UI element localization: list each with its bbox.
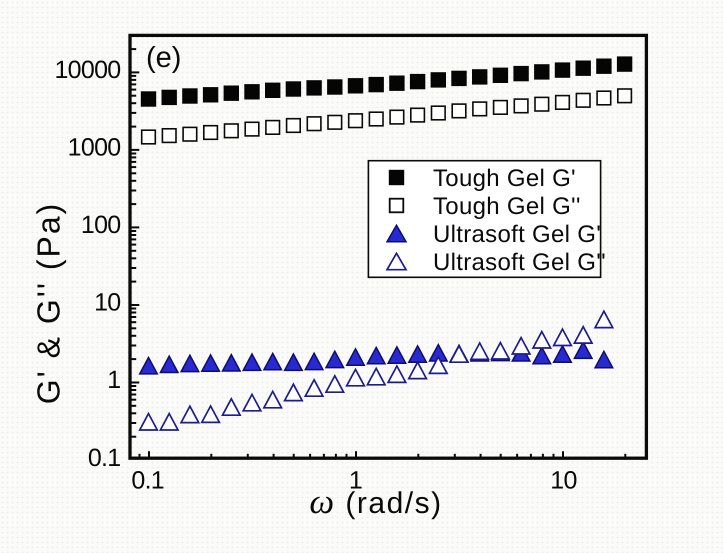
svg-text:Ultrasoft Gel G': Ultrasoft Gel G' [433,221,601,248]
svg-text:Ultrasoft Gel G'': Ultrasoft Gel G'' [433,249,606,276]
svg-text:Tough Gel G'': Tough Gel G'' [433,193,581,220]
svg-text:1: 1 [107,366,120,394]
svg-text:0.1: 0.1 [131,467,164,495]
svg-text:100: 100 [81,211,121,239]
svg-text:(e): (e) [146,42,181,74]
svg-text:0.1: 0.1 [88,444,121,472]
svg-text:ω (rad/s): ω (rad/s) [309,482,442,521]
svg-text:1000: 1000 [68,134,121,162]
svg-text:10000: 10000 [54,56,120,84]
svg-text:G' & G'' (Pa): G' & G'' (Pa) [31,202,67,405]
svg-text:10: 10 [550,467,576,495]
svg-text:10: 10 [94,289,120,317]
svg-text:Tough Gel G': Tough Gel G' [433,165,576,192]
svg-text:1: 1 [349,467,362,495]
